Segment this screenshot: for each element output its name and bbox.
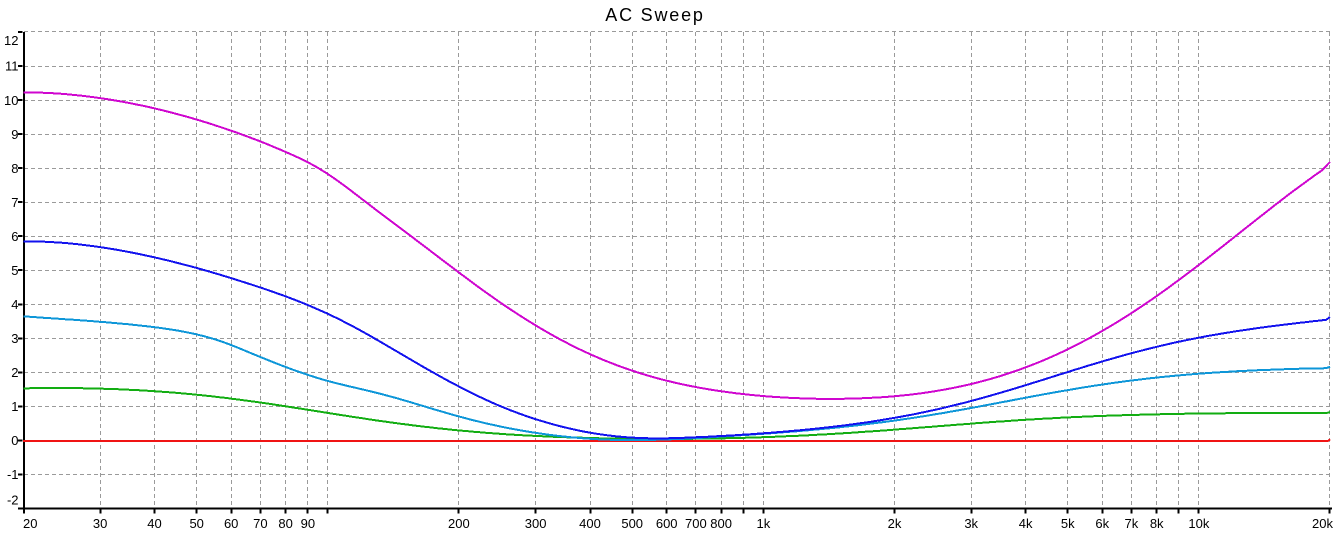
svg-text:-2: -2 <box>7 493 19 508</box>
svg-text:4k: 4k <box>1019 516 1033 531</box>
svg-text:1k: 1k <box>757 516 771 531</box>
svg-text:3k: 3k <box>964 516 978 531</box>
svg-text:5: 5 <box>11 263 18 278</box>
svg-text:700: 700 <box>685 516 707 531</box>
svg-text:0: 0 <box>11 433 18 448</box>
svg-text:1: 1 <box>11 399 18 414</box>
svg-text:7k: 7k <box>1125 516 1139 531</box>
svg-text:2k: 2k <box>888 516 902 531</box>
svg-text:400: 400 <box>579 516 601 531</box>
svg-text:-1: -1 <box>7 467 19 482</box>
svg-text:30: 30 <box>93 516 107 531</box>
svg-text:2: 2 <box>11 365 18 380</box>
svg-text:500: 500 <box>621 516 643 531</box>
svg-text:5k: 5k <box>1061 516 1075 531</box>
svg-text:8: 8 <box>11 161 18 176</box>
svg-text:6k: 6k <box>1095 516 1109 531</box>
svg-text:60: 60 <box>224 516 238 531</box>
svg-text:12: 12 <box>4 33 18 48</box>
svg-text:70: 70 <box>253 516 267 531</box>
svg-text:4: 4 <box>11 297 18 312</box>
svg-text:10k: 10k <box>1188 516 1209 531</box>
svg-text:50: 50 <box>189 516 203 531</box>
svg-text:9: 9 <box>11 127 18 142</box>
svg-text:11: 11 <box>5 59 19 74</box>
svg-text:300: 300 <box>525 516 547 531</box>
svg-text:90: 90 <box>301 516 315 531</box>
svg-text:40: 40 <box>147 516 161 531</box>
svg-text:800: 800 <box>710 516 732 531</box>
svg-text:80: 80 <box>278 516 292 531</box>
svg-text:200: 200 <box>448 516 470 531</box>
svg-text:20k: 20k <box>1312 516 1333 531</box>
svg-text:6: 6 <box>11 229 18 244</box>
svg-text:7: 7 <box>11 195 18 210</box>
svg-text:10: 10 <box>4 93 18 108</box>
svg-text:20: 20 <box>23 516 37 531</box>
svg-text:8k: 8k <box>1150 516 1164 531</box>
svg-text:600: 600 <box>656 516 678 531</box>
svg-text:AC Sweep: AC Sweep <box>605 5 704 25</box>
svg-text:3: 3 <box>11 331 18 346</box>
